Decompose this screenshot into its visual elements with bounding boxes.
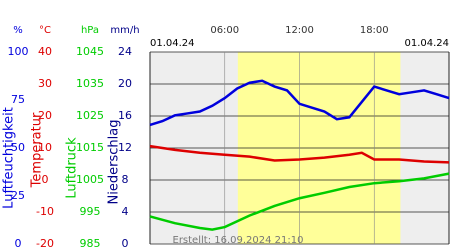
y-tick-label: 1025 [76, 109, 104, 122]
data-line [149, 172, 450, 231]
y-tick-label: 1005 [76, 173, 104, 186]
y-tick-label: 12 [118, 141, 132, 154]
y-tick-label: 1035 [76, 77, 104, 90]
y-tick-label: 10 [38, 141, 52, 154]
y-tick-label: 1045 [76, 45, 104, 58]
y-tick-label: 985 [80, 237, 101, 250]
y-tick-label: 20 [38, 109, 52, 122]
date-right: 01.04.24 [404, 38, 449, 49]
y-tick-label: 995 [80, 205, 101, 218]
date-left: 01.04.24 [150, 38, 195, 49]
axis-label: Luftdruck [65, 137, 80, 199]
y-tick-label: 75 [11, 93, 25, 106]
y-tick-label: 0 [122, 237, 129, 250]
x-tick-label: 12:00 [285, 25, 314, 36]
y-tick-label: 0 [15, 237, 22, 250]
axis-label: Temperatur [30, 112, 45, 188]
y-tick-label: 24 [118, 45, 132, 58]
y-tick-label: -10 [36, 205, 54, 218]
axis-label: Niederschlag [107, 120, 122, 205]
x-tick-label: 18:00 [360, 25, 389, 36]
y-tick-label: 40 [38, 45, 52, 58]
axis-unit: °C [39, 25, 51, 36]
y-tick-label: 4 [122, 205, 129, 218]
y-tick-label: 100 [8, 45, 29, 58]
y-tick-label: 50 [11, 141, 25, 154]
created-note: Erstellt: 16.09.2024 21:10 [173, 235, 304, 246]
data-line [149, 79, 450, 127]
y-tick-label: -20 [36, 237, 54, 250]
axis-label: Luftfeuchtigkeit [2, 107, 17, 209]
y-tick-label: 30 [38, 77, 52, 90]
axis-unit: mm/h [110, 25, 139, 36]
y-tick-label: 8 [122, 173, 129, 186]
y-tick-label: 1015 [76, 141, 104, 154]
data-line [149, 144, 450, 164]
axis-unit: % [13, 25, 23, 36]
y-tick-label: 16 [118, 109, 132, 122]
x-tick-label: 06:00 [210, 25, 239, 36]
y-tick-label: 0 [42, 173, 49, 186]
axis-unit: hPa [81, 25, 99, 36]
y-tick-label: 25 [11, 189, 25, 202]
y-tick-label: 20 [118, 77, 132, 90]
